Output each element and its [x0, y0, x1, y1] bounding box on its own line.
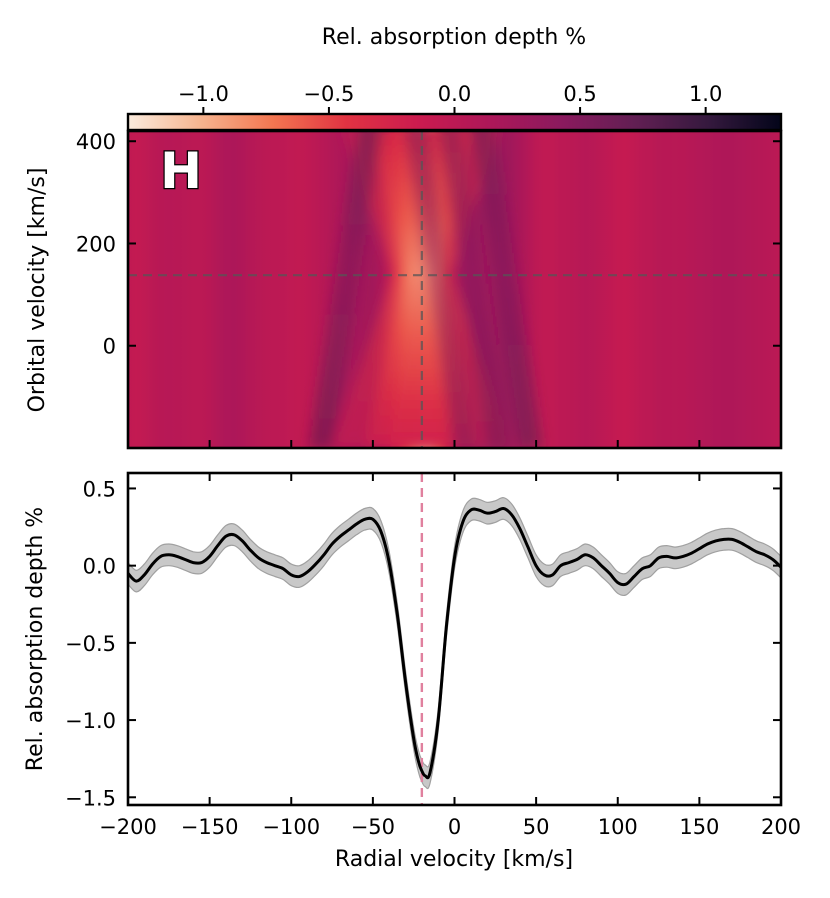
colorbar-strip [126, 112, 783, 132]
colorbar-tick-label: −0.5 [303, 82, 354, 106]
line-ytick-label: −1.0 [65, 709, 116, 733]
colorbar-tick-label: −1.0 [178, 82, 229, 106]
heatmap-ytick-label: 0 [103, 335, 116, 359]
colorbar: Rel. absorption depth % −1.0 −0.5 0.0 0.5 1.… [126, 25, 783, 132]
line-ytick-label: −1.5 [65, 786, 116, 810]
line-xtick-label: 150 [679, 815, 719, 839]
line-xtick-label: −100 [262, 815, 320, 839]
line-xtick-label: −50 [351, 815, 395, 839]
heatmap-image [128, 131, 781, 448]
heatmap-ytick-label: 400 [76, 130, 116, 154]
line-xtick-label: −150 [181, 815, 239, 839]
heatmap-ticks: 0 200 400 [76, 130, 782, 448]
heatmap-ylabel: Orbital velocity [km/s] [25, 168, 50, 413]
line-xlabel: Radial velocity [km/s] [335, 847, 573, 872]
panel-label-text: H [160, 142, 202, 200]
colorbar-ticks: −1.0 −0.5 0.0 0.5 1.0 [178, 82, 722, 114]
uncertainty-band [128, 497, 781, 790]
line-xtick-label: 200 [761, 815, 801, 839]
heatmap-ytick-label: 200 [76, 232, 116, 256]
line-xtick-label: −200 [99, 815, 157, 839]
colorbar-tick-label: 0.0 [438, 82, 471, 106]
line-ticks: −1.5 −1.0 −0.5 0.0 0.5 −200 −150 −100 −50 0 50 100 1… [65, 473, 801, 839]
line-ytick-label: 0.0 [83, 555, 116, 579]
heatmap-panel: 0 200 400 H Orbital velocity [km/s] [25, 129, 783, 450]
line-ytick-label: 0.5 [83, 477, 116, 501]
line-ylabel: Rel. absorption depth % [23, 507, 48, 771]
colorbar-tick-label: 0.5 [563, 82, 596, 106]
colorbar-label: Rel. absorption depth % [322, 25, 586, 50]
absorption-series-line [128, 506, 781, 780]
panel-label: H [159, 141, 203, 202]
line-xtick-label: 50 [523, 815, 550, 839]
line-ytick-label: −0.5 [65, 632, 116, 656]
colorbar-tick-label: 1.0 [689, 82, 722, 106]
line-frame [126, 471, 783, 807]
line-panel: −1.5 −1.0 −0.5 0.0 0.5 −200 −150 −100 −50 0 50 100 1… [23, 471, 801, 872]
heatmap-frame [126, 129, 783, 450]
line-xtick-label: 100 [598, 815, 638, 839]
line-xtick-label: 0 [448, 815, 461, 839]
